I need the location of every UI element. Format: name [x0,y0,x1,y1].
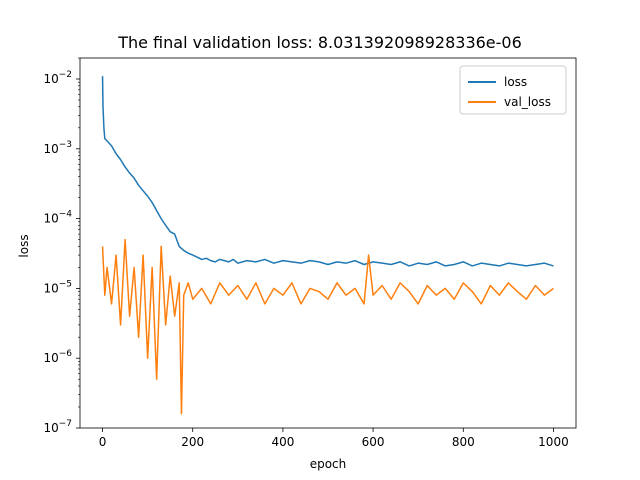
x-tick-label: 1000 [538,435,569,449]
legend-label-val-loss: val_loss [504,95,551,109]
y-tick-label: 10−3 [43,140,72,156]
chart-title: The final validation loss: 8.03139209892… [117,33,522,52]
axes: 0 200 400 600 800 1000 10−7 10−6 10−5 10−4 10−3 10−… [43,57,577,449]
y-tick-label: 10−7 [43,419,72,435]
x-tick-label: 0 [99,435,107,449]
y-tick-label: 10−4 [43,210,72,226]
series-line-val-loss [101,238,554,415]
legend-label-loss: loss [504,75,527,89]
x-tick-label: 600 [362,435,385,449]
axes-frame [79,57,577,429]
series-line-loss [101,76,554,267]
y-tick-label: 10−5 [43,279,72,295]
y-tick-label: 10−2 [43,70,72,86]
x-tick-label: 800 [452,435,475,449]
plot-area [101,76,554,415]
x-tick-label: 400 [271,435,294,449]
legend: loss val_loss [459,65,567,115]
x-axis-label: epoch [310,457,347,471]
y-tick-label: 10−6 [43,349,72,365]
y-axis-label: loss [17,234,31,257]
x-tick-label: 200 [181,435,204,449]
